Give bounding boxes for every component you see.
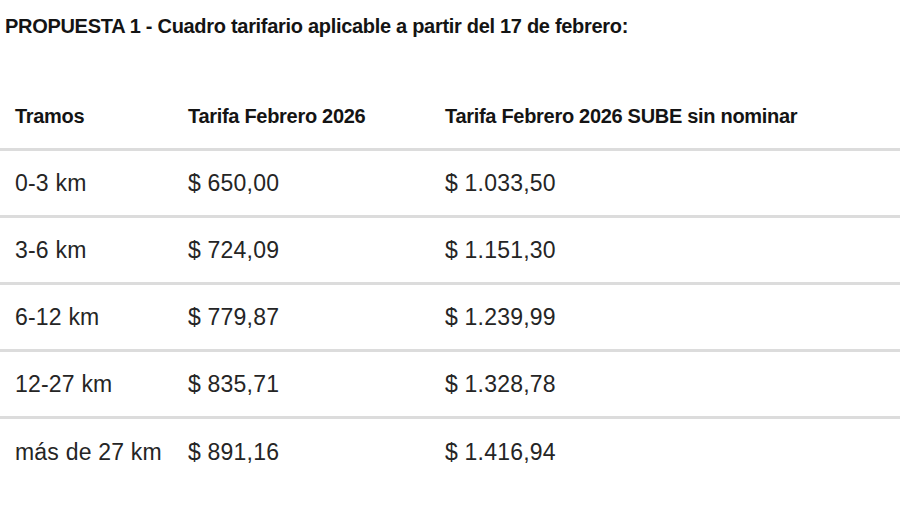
- cell-tarifa: $ 779,87: [188, 304, 445, 331]
- table-row: 0-3 km $ 650,00 $ 1.033,50: [0, 151, 900, 218]
- cell-tramo: más de 27 km: [0, 439, 188, 466]
- table-row: 3-6 km $ 724,09 $ 1.151,30: [0, 218, 900, 285]
- table-row: más de 27 km $ 891,16 $ 1.416,94: [0, 419, 900, 486]
- cell-tramo: 6-12 km: [0, 304, 188, 331]
- cell-tarifa-sube: $ 1.239,99: [445, 304, 900, 331]
- cell-tarifa-sube: $ 1.033,50: [445, 170, 900, 197]
- fare-table: Tramos Tarifa Febrero 2026 Tarifa Febrer…: [0, 89, 900, 486]
- cell-tramo: 3-6 km: [0, 237, 188, 264]
- cell-tarifa: $ 650,00: [188, 170, 445, 197]
- cell-tarifa: $ 724,09: [188, 237, 445, 264]
- column-header-tramos: Tramos: [0, 105, 188, 148]
- cell-tarifa: $ 891,16: [188, 439, 445, 466]
- table-row: 6-12 km $ 779,87 $ 1.239,99: [0, 285, 900, 352]
- table-row: 12-27 km $ 835,71 $ 1.328,78: [0, 352, 900, 419]
- page-title: PROPUESTA 1 - Cuadro tarifario aplicable…: [5, 14, 900, 38]
- column-header-tarifa-febrero-2026: Tarifa Febrero 2026: [188, 105, 445, 148]
- cell-tramo: 0-3 km: [0, 170, 188, 197]
- cell-tarifa: $ 835,71: [188, 371, 445, 398]
- fare-table-page: PROPUESTA 1 - Cuadro tarifario aplicable…: [0, 14, 900, 505]
- cell-tarifa-sube: $ 1.416,94: [445, 439, 900, 466]
- cell-tarifa-sube: $ 1.328,78: [445, 371, 900, 398]
- table-header-row: Tramos Tarifa Febrero 2026 Tarifa Febrer…: [0, 89, 900, 151]
- cell-tramo: 12-27 km: [0, 371, 188, 398]
- cell-tarifa-sube: $ 1.151,30: [445, 237, 900, 264]
- column-header-tarifa-sube-sin-nominar: Tarifa Febrero 2026 SUBE sin nominar: [445, 105, 900, 148]
